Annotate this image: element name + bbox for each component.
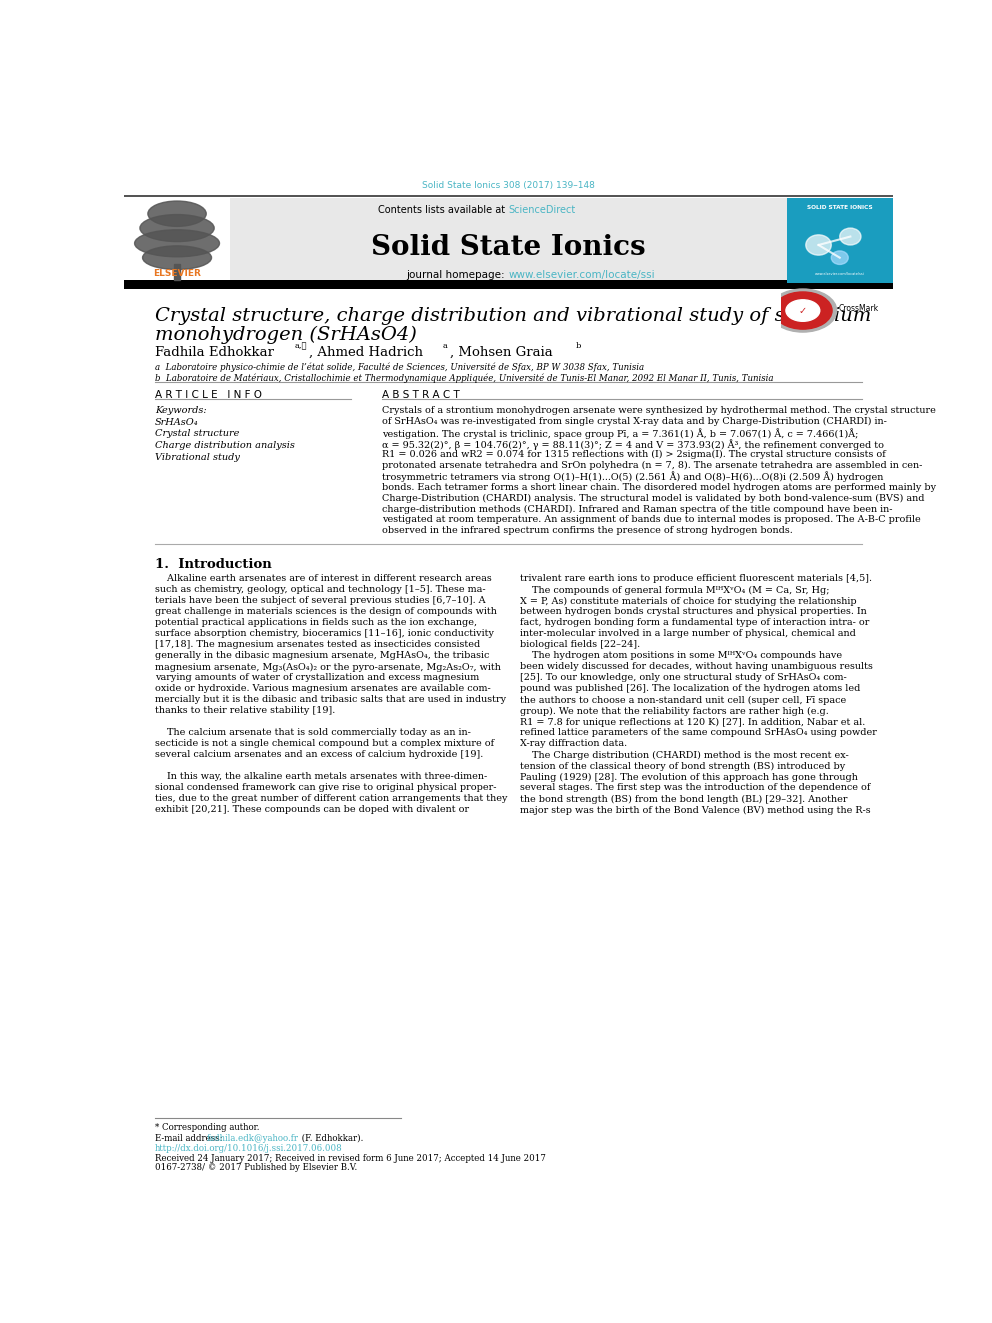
Text: great challenge in materials sciences is the design of compounds with: great challenge in materials sciences is… [155, 607, 497, 617]
Text: Keywords:: Keywords: [155, 406, 206, 415]
Text: Charge distribution analysis: Charge distribution analysis [155, 441, 295, 450]
Text: secticide is not a single chemical compound but a complex mixture of: secticide is not a single chemical compo… [155, 740, 494, 749]
Bar [230, 198, 787, 283]
Text: (F. Edhokkar).: (F. Edhokkar). [300, 1134, 364, 1143]
Text: R1 = 7.8 for unique reflections at 120 K) [27]. In addition, Nabar et al.: R1 = 7.8 for unique reflections at 120 K… [520, 717, 865, 726]
Text: SrHAsO₄: SrHAsO₄ [155, 418, 198, 426]
Text: biological fields [22–24].: biological fields [22–24]. [520, 640, 640, 650]
Text: 0167-2738/ © 2017 Published by Elsevier B.V.: 0167-2738/ © 2017 Published by Elsevier … [155, 1163, 357, 1172]
Text: ties, due to the great number of different cation arrangements that they: ties, due to the great number of differe… [155, 794, 507, 803]
Text: bonds. Each tetramer forms a short linear chain. The disordered model hydrogen a: bonds. Each tetramer forms a short linea… [382, 483, 935, 492]
Text: Crystal structure, charge distribution and vibrational study of strontium: Crystal structure, charge distribution a… [155, 307, 871, 325]
Text: www.elsevier.com/locate/ssi: www.elsevier.com/locate/ssi [509, 270, 655, 279]
Text: http://dx.doi.org/10.1016/j.ssi.2017.06.008: http://dx.doi.org/10.1016/j.ssi.2017.06.… [155, 1144, 342, 1152]
Text: a,⋆: a,⋆ [295, 343, 308, 351]
Text: vestigation. The crystal is triclinic, space group Pī, a = 7.361(1) Å, b = 7.067: vestigation. The crystal is triclinic, s… [382, 429, 858, 439]
Text: fadhila.edk@yahoo.fr: fadhila.edk@yahoo.fr [207, 1134, 299, 1143]
Text: oxide or hydroxide. Various magnesium arsenates are available com-: oxide or hydroxide. Various magnesium ar… [155, 684, 490, 693]
Text: journal homepage:: journal homepage: [407, 270, 509, 279]
Text: [25]. To our knowledge, only one structural study of SrHAsO₄ com-: [25]. To our knowledge, only one structu… [520, 673, 847, 683]
Text: terials have been the subject of several previous studies [6,7–10]. A: terials have been the subject of several… [155, 597, 485, 606]
Text: surface absorption chemistry, bioceramics [11–16], ionic conductivity: surface absorption chemistry, bioceramic… [155, 630, 494, 639]
Text: The hydrogen atom positions in some MᴵᴴXᵛO₄ compounds have: The hydrogen atom positions in some MᴵᴴX… [520, 651, 842, 660]
Text: group). We note that the reliability factors are rather high (e.g.: group). We note that the reliability fac… [520, 706, 828, 716]
Text: inter-molecular involved in a large number of physical, chemical and: inter-molecular involved in a large numb… [520, 630, 856, 639]
Text: b  Laboratoire de Matériaux, Cristallochimie et Thermodynamique Appliquée, Unive: b Laboratoire de Matériaux, Cristallochi… [155, 373, 773, 384]
Text: Contents lists available at: Contents lists available at [378, 205, 509, 214]
Text: several calcium arsenates and an excess of calcium hydroxide [19].: several calcium arsenates and an excess … [155, 750, 483, 759]
Text: between hydrogen bonds crystal structures and physical properties. In: between hydrogen bonds crystal structure… [520, 607, 867, 617]
Text: magnesium arsenate, Mg₃(AsO₄)₂ or the pyro-arsenate, Mg₂As₂O₇, with: magnesium arsenate, Mg₃(AsO₄)₂ or the py… [155, 663, 501, 672]
Text: Received 24 January 2017; Received in revised form 6 June 2017; Accepted 14 June: Received 24 January 2017; Received in re… [155, 1154, 546, 1163]
Text: b: b [575, 343, 580, 351]
Text: The calcium arsenate that is sold commercially today as an in-: The calcium arsenate that is sold commer… [155, 729, 470, 737]
Text: generally in the dibasic magnesium arsenate, MgHAsO₄, the tribasic: generally in the dibasic magnesium arsen… [155, 651, 489, 660]
Text: monohydrogen (SrHAsO4): monohydrogen (SrHAsO4) [155, 325, 417, 344]
Text: X = P, As) constitute materials of choice for studying the relationship: X = P, As) constitute materials of choic… [520, 597, 856, 606]
Text: ScienceDirect: ScienceDirect [509, 205, 575, 214]
Text: * Corresponding author.: * Corresponding author. [155, 1123, 259, 1132]
Text: trivalent rare earth ions to produce efficient fluorescent materials [4,5].: trivalent rare earth ions to produce eff… [520, 574, 872, 583]
Text: varying amounts of water of crystallization and excess magnesium: varying amounts of water of crystallizat… [155, 673, 479, 683]
Text: major step was the birth of the Bond Valence (BV) method using the R-s: major step was the birth of the Bond Val… [520, 806, 871, 815]
Text: such as chemistry, geology, optical and technology [1–5]. These ma-: such as chemistry, geology, optical and … [155, 585, 485, 594]
Text: Pauling (1929) [28]. The evolution of this approach has gone through: Pauling (1929) [28]. The evolution of th… [520, 773, 858, 782]
Text: 1.  Introduction: 1. Introduction [155, 558, 272, 572]
Text: been widely discussed for decades, without having unambiguous results: been widely discussed for decades, witho… [520, 663, 873, 671]
Text: Vibrational study: Vibrational study [155, 452, 240, 462]
Text: [17,18]. The magnesium arsenates tested as insecticides consisted: [17,18]. The magnesium arsenates tested … [155, 640, 480, 650]
Text: R1 = 0.026 and wR2 = 0.074 for 1315 reflections with (I) > 2sigma(I). The crysta: R1 = 0.026 and wR2 = 0.074 for 1315 refl… [382, 450, 885, 459]
Text: thanks to their relative stability [19].: thanks to their relative stability [19]. [155, 706, 335, 716]
Text: Fadhila Edhokkar: Fadhila Edhokkar [155, 347, 274, 360]
Text: exhibit [20,21]. These compounds can be doped with divalent or: exhibit [20,21]. These compounds can be … [155, 806, 469, 815]
Text: In this way, the alkaline earth metals arsenates with three-dimen-: In this way, the alkaline earth metals a… [155, 773, 487, 782]
Text: , Ahmed Hadrich: , Ahmed Hadrich [309, 347, 423, 360]
Text: Crystals of a strontium monohydrogen arsenate were synthesized by hydrothermal m: Crystals of a strontium monohydrogen ars… [382, 406, 935, 415]
Text: a  Laboratoire physico-chimie de l’état solide, Faculté de Sciences, Université : a Laboratoire physico-chimie de l’état s… [155, 363, 644, 372]
Text: Crystal structure: Crystal structure [155, 429, 239, 438]
Text: Alkaline earth arsenates are of interest in different research areas: Alkaline earth arsenates are of interest… [155, 574, 491, 583]
Text: vestigated at room temperature. An assignment of bands due to internal modes is : vestigated at room temperature. An assig… [382, 516, 921, 524]
Text: , Mohsen Graia: , Mohsen Graia [450, 347, 553, 360]
Text: α = 95.32(2)°, β = 104.76(2)°, γ = 88.11(3)°; Z = 4 and V = 373.93(2) Å³, the re: α = 95.32(2)°, β = 104.76(2)°, γ = 88.11… [382, 439, 884, 450]
Text: protonated arsenate tetrahedra and SrOn polyhedra (n = 7, 8). The arsenate tetra: protonated arsenate tetrahedra and SrOn … [382, 460, 922, 470]
Text: The Charge distribution (CHARDI) method is the most recent ex-: The Charge distribution (CHARDI) method … [520, 750, 849, 759]
Text: of SrHAsO₄ was re-investigated from single crystal X-ray data and by Charge-Dist: of SrHAsO₄ was re-investigated from sing… [382, 417, 887, 426]
Text: Charge-Distribution (CHARDI) analysis. The structural model is validated by both: Charge-Distribution (CHARDI) analysis. T… [382, 493, 925, 503]
Text: sional condensed framework can give rise to original physical proper-: sional condensed framework can give rise… [155, 783, 496, 792]
Text: trosymmetric tetramers via strong O(1)–H(1)...O(5) (2.561 Å) and O(8)–H(6)...O(8: trosymmetric tetramers via strong O(1)–H… [382, 472, 883, 483]
Text: a: a [443, 343, 448, 351]
Text: observed in the infrared spectrum confirms the presence of strong hydrogen bonds: observed in the infrared spectrum confir… [382, 527, 793, 536]
Text: the authors to choose a non-standard unit cell (super cell, Fī space: the authors to choose a non-standard uni… [520, 696, 846, 705]
Text: potential practical applications in fields such as the ion exchange,: potential practical applications in fiel… [155, 618, 477, 627]
Text: fact, hydrogen bonding form a fundamental type of interaction intra- or: fact, hydrogen bonding form a fundamenta… [520, 618, 869, 627]
Text: A B S T R A C T: A B S T R A C T [382, 390, 459, 400]
Bar [124, 280, 893, 290]
Text: The compounds of general formula MᴵᴴXᵛO₄ (M = Ca, Sr, Hg;: The compounds of general formula MᴵᴴXᵛO₄… [520, 585, 829, 594]
Text: refined lattice parameters of the same compound SrHAsO₄ using powder: refined lattice parameters of the same c… [520, 729, 877, 737]
Text: the bond strength (BS) from the bond length (BL) [29–32]. Another: the bond strength (BS) from the bond len… [520, 794, 847, 803]
Text: X-ray diffraction data.: X-ray diffraction data. [520, 740, 627, 749]
Text: A R T I C L E   I N F O: A R T I C L E I N F O [155, 390, 262, 400]
Text: Solid State Ionics: Solid State Ionics [371, 234, 646, 261]
Text: E-mail address:: E-mail address: [155, 1134, 225, 1143]
Text: pound was published [26]. The localization of the hydrogen atoms led: pound was published [26]. The localizati… [520, 684, 860, 693]
Text: mercially but it is the dibasic and tribasic salts that are used in industry: mercially but it is the dibasic and trib… [155, 696, 506, 704]
Text: charge-distribution methods (CHARDI). Infrared and Raman spectra of the title co: charge-distribution methods (CHARDI). In… [382, 504, 892, 513]
Text: tension of the classical theory of bond strength (BS) introduced by: tension of the classical theory of bond … [520, 762, 845, 770]
Text: Solid State Ionics 308 (2017) 139–148: Solid State Ionics 308 (2017) 139–148 [422, 181, 595, 191]
Text: several stages. The first step was the introduction of the dependence of: several stages. The first step was the i… [520, 783, 870, 792]
